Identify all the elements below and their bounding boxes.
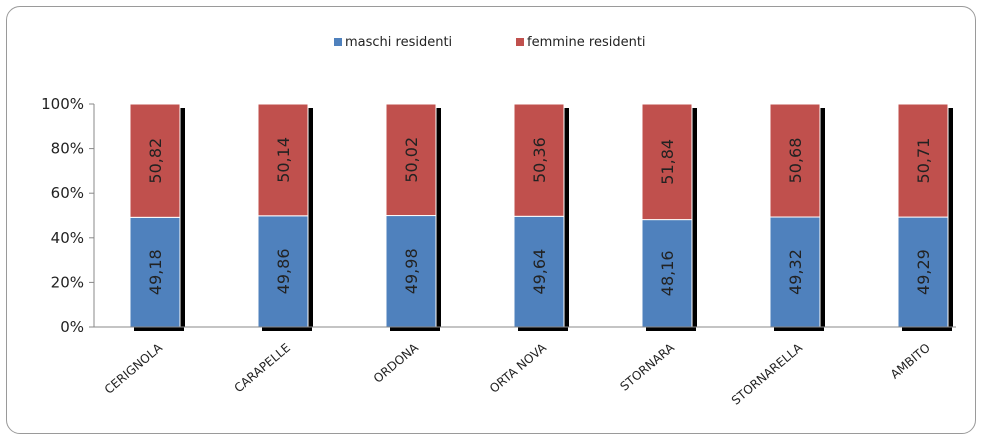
y-tick-label: 40% [51, 229, 84, 247]
bar-shadow-bottom [902, 327, 952, 331]
bar-segment-maschi [897, 216, 949, 328]
bar-shadow [308, 108, 313, 327]
y-tick-label: 80% [51, 140, 84, 158]
y-tick-label: 20% [51, 273, 84, 291]
data-label: 49,32 [786, 249, 805, 295]
data-label: 49,18 [146, 249, 165, 295]
y-tick-label: 60% [51, 184, 84, 202]
bar-segment-maschi [257, 215, 309, 328]
bar-segment-femmine [769, 103, 821, 218]
bar-segment-femmine [129, 103, 181, 218]
bar-segment-maschi [385, 215, 437, 328]
data-label: 50,14 [274, 137, 293, 183]
category-label: CERIGNOLA [102, 340, 166, 397]
bar-shadow [436, 108, 441, 327]
legend-label-1: maschi residenti [345, 35, 452, 50]
bar-segment-maschi [129, 216, 181, 328]
bar-shadow [820, 108, 825, 327]
data-label: 51,84 [658, 139, 677, 185]
category-label: CARAPELLE [232, 341, 293, 396]
bar-shadow-bottom [518, 327, 568, 331]
category-label: AMBITO [888, 341, 933, 382]
bar-shadow-bottom [774, 327, 824, 331]
bar-shadow [564, 108, 569, 327]
bar-shadow [948, 108, 953, 327]
y-tick-label: 0% [60, 318, 84, 336]
bar-segment-femmine [513, 103, 565, 217]
bar-shadow-bottom [262, 327, 312, 331]
data-label: 49,98 [402, 248, 421, 294]
data-label: 49,64 [530, 249, 549, 295]
data-label: 49,29 [914, 249, 933, 295]
category-label: ORDONA [371, 340, 422, 386]
data-label: 49,86 [274, 248, 293, 294]
data-label: 50,02 [402, 137, 421, 183]
data-label: 50,36 [530, 137, 549, 183]
data-label: 48,16 [658, 250, 677, 296]
bar-segment-maschi [641, 219, 693, 328]
bar-segment-femmine [257, 103, 309, 217]
bar-shadow-bottom [646, 327, 696, 331]
bar-segment-maschi [513, 215, 565, 328]
category-label: ORTA NOVA [487, 340, 550, 396]
legend-label-2: femmine residenti [527, 35, 646, 50]
bar-shadow [180, 108, 185, 327]
bar-shadow-bottom [390, 327, 440, 331]
legend-swatch-1 [334, 38, 342, 46]
category-label: STORNARELLA [729, 340, 806, 408]
bar-shadow-bottom [134, 327, 184, 331]
data-label: 50,71 [914, 138, 933, 184]
bar-segment-maschi [769, 216, 821, 328]
bar-shadow [692, 108, 697, 327]
bar-segment-femmine [897, 103, 949, 218]
legend-swatch-2 [516, 38, 524, 46]
bar-segment-femmine [641, 103, 693, 221]
bar-segment-femmine [385, 103, 437, 217]
data-label: 50,68 [786, 138, 805, 184]
category-label: STORNARA [617, 340, 677, 394]
y-tick-label: 100% [41, 95, 84, 113]
data-label: 50,82 [146, 138, 165, 184]
